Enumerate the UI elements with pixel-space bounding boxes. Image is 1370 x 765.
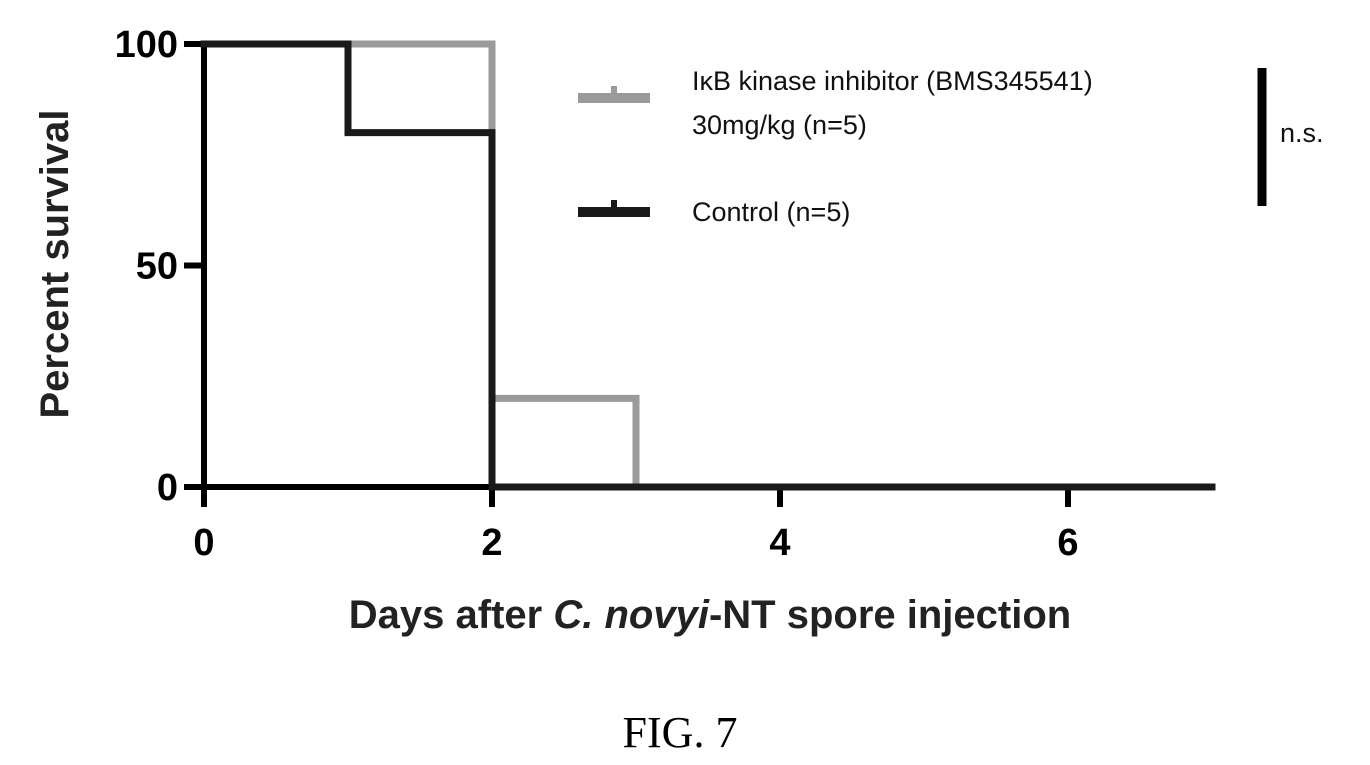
legend: IκB kinase inhibitor (BMS345541) 30mg/kg … bbox=[578, 66, 1093, 227]
legend-item-inhibitor-label-line2: 30mg/kg (n=5) bbox=[692, 110, 867, 140]
x-axis-label-post: -NT spore injection bbox=[709, 593, 1071, 637]
x-axis-label: Days after C. novyi-NT spore injection bbox=[349, 593, 1071, 637]
y-tick-label: 0 bbox=[157, 467, 178, 509]
x-axis-label-pre: Days after bbox=[349, 593, 554, 637]
x-tick-label: 0 bbox=[193, 522, 214, 564]
x-tick-label: 4 bbox=[769, 522, 790, 564]
y-axis-label: Percent survival bbox=[33, 109, 77, 418]
x-tick-label: 2 bbox=[481, 522, 502, 564]
y-tick-label: 100 bbox=[115, 24, 178, 66]
x-tick-label: 6 bbox=[1057, 522, 1078, 564]
x-axis-label-italic: C. novyi bbox=[553, 593, 709, 637]
legend-item-inhibitor-label: IκB kinase inhibitor (BMS345541) bbox=[692, 66, 1093, 96]
significance-label: n.s. bbox=[1280, 118, 1324, 148]
legend-item-control-label: Control (n=5) bbox=[692, 197, 850, 227]
figure-caption: FIG. 7 bbox=[623, 708, 738, 757]
series-line-control bbox=[200, 40, 1216, 491]
series-group bbox=[200, 40, 1216, 491]
axes: 0 50 100 0 2 4 6 bbox=[115, 24, 1214, 564]
y-tick-label: 50 bbox=[136, 246, 178, 288]
